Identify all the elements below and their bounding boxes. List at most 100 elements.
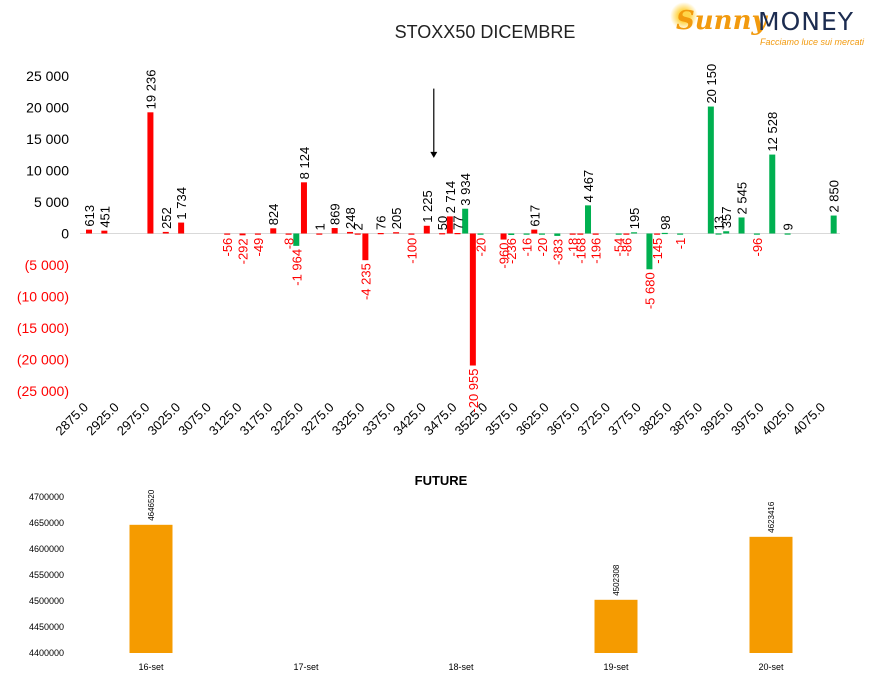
bar (439, 233, 446, 235)
bar (477, 233, 484, 235)
y-tick-label: 10 000 (26, 163, 69, 179)
bar (354, 233, 361, 235)
data-label: 19 236 (143, 70, 158, 110)
bar (331, 228, 338, 234)
y-tick-label: 4500000 (29, 596, 64, 606)
data-label: 1 (312, 223, 327, 230)
x-tick-label: 3625.0 (513, 400, 552, 439)
data-label: 195 (627, 208, 642, 230)
data-label: -5 680 (642, 272, 657, 309)
sun-icon (670, 2, 698, 30)
chart1-annotations (430, 88, 438, 158)
data-label: 2 (351, 223, 366, 230)
x-tick-label: 3675.0 (544, 400, 583, 439)
y-tick-label: 4450000 (29, 622, 64, 632)
data-label: 252 (159, 207, 174, 229)
chart1-title: STOXX50 DICEMBRE (395, 22, 576, 42)
x-tick-label: 3925.0 (697, 400, 736, 439)
x-tick-label: 3075.0 (175, 400, 214, 439)
chart1-y-axis: 25 000 20 000 15 000 10 000 5 000 0 (5 000) (10… (17, 68, 840, 399)
bar (631, 232, 638, 234)
data-label: -49 (251, 238, 266, 257)
bar (178, 222, 185, 234)
x-tick-label: 4025.0 (759, 400, 798, 439)
data-label: 613 (82, 205, 97, 227)
bar (393, 232, 400, 234)
x-tick-label: 3425.0 (390, 400, 429, 439)
x-tick-label: 3325.0 (329, 400, 368, 439)
bar (677, 233, 684, 235)
y-tick-label: 4550000 (29, 570, 64, 580)
arrow-down-icon (430, 151, 438, 158)
data-label: 4646520 (147, 489, 156, 521)
data-label: -292 (236, 238, 251, 264)
bar (523, 233, 530, 235)
bar (569, 233, 576, 235)
y-tick-label: 5 000 (34, 194, 69, 210)
bar (101, 230, 108, 234)
bar (784, 233, 791, 235)
data-label: 2 545 (735, 182, 750, 215)
y-tick-label: 4700000 (29, 492, 64, 502)
x-tick-label: 17-set (293, 662, 319, 672)
bar (446, 216, 453, 234)
x-tick-label: 3975.0 (728, 400, 767, 439)
data-label: -145 (650, 238, 665, 264)
y-tick-label: 4600000 (29, 544, 64, 554)
x-tick-label: 3125.0 (206, 400, 245, 439)
logo-tagline: Facciamo luce sui mercati (760, 37, 865, 47)
x-tick-label: 3025.0 (145, 400, 184, 439)
bar (594, 599, 638, 653)
bar (715, 233, 722, 235)
data-label: -960 (497, 243, 512, 269)
bar (362, 233, 369, 261)
x-tick-label: 3375.0 (359, 400, 398, 439)
y-tick-label: (15 000) (17, 320, 69, 336)
y-tick-label: 25 000 (26, 68, 69, 84)
data-label: 4502308 (612, 564, 621, 596)
data-label: 2 850 (827, 180, 842, 213)
chart2-data-labels: 4646520 4502308 4623416 (147, 489, 776, 596)
bar (654, 233, 661, 235)
data-label: -86 (619, 238, 634, 257)
data-label: 3 934 (458, 173, 473, 206)
data-label: 9 (781, 223, 796, 230)
x-tick-label: 2975.0 (114, 400, 153, 439)
x-tick-label: 16-set (138, 662, 164, 672)
data-label: 4 467 (581, 170, 596, 203)
bar (615, 233, 622, 235)
bar (749, 536, 793, 653)
data-label: 8 124 (297, 147, 312, 180)
x-tick-label: 20-set (758, 662, 784, 672)
bar (554, 233, 561, 236)
bar (347, 231, 354, 234)
x-tick-label: 3775.0 (605, 400, 644, 439)
bar (293, 233, 300, 246)
x-tick-label: 2875.0 (52, 400, 91, 439)
bar (408, 233, 415, 235)
data-label: 248 (343, 207, 358, 229)
data-label: 824 (266, 204, 281, 226)
x-tick-label: 3725.0 (574, 400, 613, 439)
bar (270, 228, 277, 234)
x-tick-label: 3475.0 (421, 400, 460, 439)
bar (753, 233, 760, 235)
bar (646, 233, 653, 270)
data-label: -8 (282, 238, 297, 250)
data-label: -56 (220, 238, 235, 257)
data-label: 2 714 (443, 181, 458, 214)
data-label: -20 955 (466, 369, 481, 413)
x-tick-label: 19-set (603, 662, 629, 672)
bar (86, 229, 92, 234)
y-tick-label: 0 (61, 226, 69, 242)
bar (462, 208, 469, 234)
bar (162, 231, 169, 234)
chart2-y-axis: 4700000 4650000 4600000 4550000 4500000 44500… (29, 492, 64, 658)
bar (738, 217, 745, 234)
data-label: -18 (566, 238, 581, 257)
bar (623, 233, 630, 235)
sunny-money-logo: Sunny MONEY Facciamo luce sui mercati (670, 2, 876, 52)
chart2-x-axis: 16-set 17-set 18-set 19-set 20-set (138, 662, 784, 672)
